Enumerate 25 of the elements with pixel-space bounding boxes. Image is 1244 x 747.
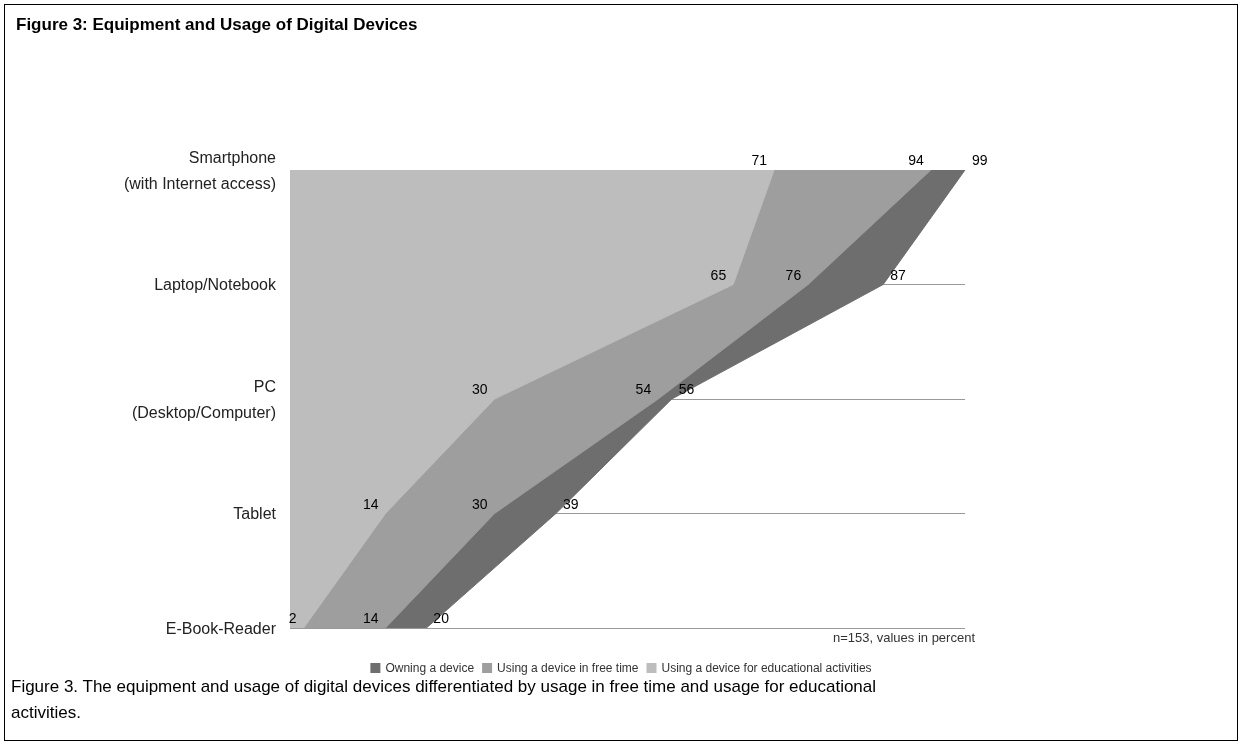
legend-label: Using a device in free time (497, 661, 639, 675)
y-tick-label: Tablet (233, 505, 277, 522)
data-label: 14 (362, 495, 379, 512)
data-label: 94 (908, 152, 925, 168)
data-label: 54 (635, 381, 652, 397)
data-label: 2 (288, 610, 297, 626)
data-label: 71 (751, 152, 768, 168)
annotation: n=153, values in percent (832, 630, 976, 645)
data-label: 65 (710, 266, 727, 283)
y-tick-label: Smartphone (with Internet access) (123, 148, 277, 192)
legend-label: Owning a device (385, 661, 475, 675)
annotation: Figure 3. The equipment and usage of digital devices differentiated by usage in free time and usage for educational activities. (11, 676, 881, 722)
chart-title: Figure 3: Equipment and Usage of Digital Devices (16, 15, 418, 34)
y-tick-label: Laptop/Notebook (154, 276, 277, 293)
data-label: 30 (471, 495, 488, 512)
data-label: 39 (562, 495, 579, 512)
data-label: 99 (972, 152, 988, 168)
y-tick-label: E-Book-Reader (165, 619, 277, 637)
data-label: 14 (362, 610, 379, 626)
y-tick-label: PC (Desktop/Computer) (131, 377, 276, 421)
data-label: 76 (785, 266, 802, 283)
data-label: 30 (471, 381, 488, 397)
legend-label: Using a device for educational activities (661, 661, 872, 675)
data-label: 87 (890, 266, 906, 283)
data-label: 20 (433, 610, 450, 626)
